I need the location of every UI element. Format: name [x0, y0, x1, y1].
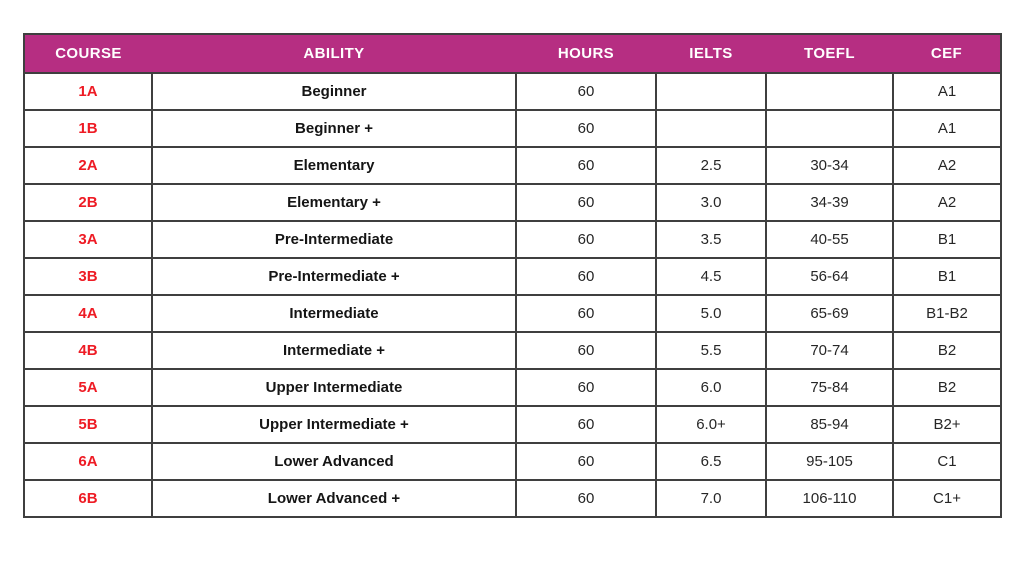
cell-toefl: 40-55 — [765, 220, 894, 259]
cell-ielts: 2.5 — [655, 146, 767, 185]
cell-course: 2A — [23, 146, 153, 185]
cell-cef: C1+ — [892, 479, 1002, 518]
cell-course: 3A — [23, 220, 153, 259]
cell-cef: B1 — [892, 220, 1002, 259]
course-levels-table: COURSE ABILITY HOURS IELTS TOEFL CEF 1A Beginn… — [23, 33, 1002, 518]
cell-ability: Lower Advanced + — [151, 479, 517, 518]
cell-hours: 60 — [515, 257, 657, 296]
cell-ielts: 5.0 — [655, 294, 767, 333]
table-row: 2B Elementary +60 3.0 34-39 A2 — [23, 183, 1002, 222]
cell-ielts: 6.0+ — [655, 405, 767, 444]
table-header-row: COURSE ABILITY HOURS IELTS TOEFL CEF — [24, 34, 1001, 74]
table-body: 1A Beginner 60 A1 1B Beginner +60 A1 2A Elementa… — [23, 72, 1002, 518]
column-header-cef: CEF — [893, 34, 1001, 74]
cell-toefl: 106-110 — [765, 479, 894, 518]
table-row: 3B Pre-Intermediate +60 4.5 56-64 B1 — [23, 257, 1002, 296]
cell-course: 4A — [23, 294, 153, 333]
cell-hours: 60 — [515, 479, 657, 518]
column-header-ability: ABILITY — [152, 34, 516, 74]
cell-toefl — [765, 72, 894, 111]
cell-ability: Upper Intermediate + — [151, 405, 517, 444]
cell-ielts: 3.5 — [655, 220, 767, 259]
cell-ielts: 5.5 — [655, 331, 767, 370]
cell-ability: Intermediate + — [151, 331, 517, 370]
cell-toefl: 65-69 — [765, 294, 894, 333]
cell-toefl: 70-74 — [765, 331, 894, 370]
cell-hours: 60 — [515, 146, 657, 185]
column-header-course: COURSE — [24, 34, 152, 74]
table-row: 4A Intermediate 60 5.0 65-69 B1-B2 — [23, 294, 1002, 333]
table-row: 4B Intermediate +60 5.5 70-74 B2 — [23, 331, 1002, 370]
cell-cef: B2 — [892, 331, 1002, 370]
cell-ability: Elementary — [151, 146, 517, 185]
cell-course: 6B — [23, 479, 153, 518]
cell-ielts: 3.0 — [655, 183, 767, 222]
cell-course: 1B — [23, 109, 153, 148]
cell-ielts: 4.5 — [655, 257, 767, 296]
cell-cef: B2+ — [892, 405, 1002, 444]
cell-cef: A1 — [892, 72, 1002, 111]
cell-toefl — [765, 109, 894, 148]
cell-toefl: 85-94 — [765, 405, 894, 444]
cell-hours: 60 — [515, 294, 657, 333]
cell-hours: 60 — [515, 183, 657, 222]
cell-cef: A1 — [892, 109, 1002, 148]
cell-ielts: 6.0 — [655, 368, 767, 407]
cell-course: 4B — [23, 331, 153, 370]
cell-ability: Elementary + — [151, 183, 517, 222]
table-row: 6B Lower Advanced +60 7.0 106-110 C1+ — [23, 479, 1002, 518]
cell-hours: 60 — [515, 405, 657, 444]
cell-ability: Pre-Intermediate + — [151, 257, 517, 296]
table-row: 2A Elementary 60 2.5 30-34 A2 — [23, 146, 1002, 185]
cell-toefl: 75-84 — [765, 368, 894, 407]
cell-course: 5B — [23, 405, 153, 444]
cell-cef: B1 — [892, 257, 1002, 296]
cell-ability: Beginner + — [151, 109, 517, 148]
column-header-hours: HOURS — [516, 34, 656, 74]
table-row: 1A Beginner 60 A1 — [23, 72, 1002, 111]
cell-hours: 60 — [515, 442, 657, 481]
cell-hours: 60 — [515, 220, 657, 259]
cell-toefl: 95-105 — [765, 442, 894, 481]
cell-hours: 60 — [515, 109, 657, 148]
table-row: 6A Lower Advanced 60 6.5 95-105 C1 — [23, 442, 1002, 481]
table-row: 5A Upper Intermediate 60 6.0 75-84 B2 — [23, 368, 1002, 407]
cell-cef: C1 — [892, 442, 1002, 481]
cell-hours: 60 — [515, 72, 657, 111]
cell-ielts: 6.5 — [655, 442, 767, 481]
cell-hours: 60 — [515, 331, 657, 370]
cell-ielts — [655, 72, 767, 111]
cell-toefl: 30-34 — [765, 146, 894, 185]
cell-ability: Upper Intermediate — [151, 368, 517, 407]
cell-course: 5A — [23, 368, 153, 407]
table-row: 5B Upper Intermediate +60 6.0+ 85-94 B2+ — [23, 405, 1002, 444]
cell-toefl: 56-64 — [765, 257, 894, 296]
cell-ielts — [655, 109, 767, 148]
table-row: 1B Beginner +60 A1 — [23, 109, 1002, 148]
column-header-ielts: IELTS — [656, 34, 766, 74]
cell-ability: Intermediate — [151, 294, 517, 333]
cell-toefl: 34-39 — [765, 183, 894, 222]
column-header-toefl: TOEFL — [766, 34, 893, 74]
cell-hours: 60 — [515, 368, 657, 407]
cell-ielts: 7.0 — [655, 479, 767, 518]
cell-cef: B2 — [892, 368, 1002, 407]
cell-course: 1A — [23, 72, 153, 111]
cell-course: 6A — [23, 442, 153, 481]
cell-cef: A2 — [892, 146, 1002, 185]
cell-ability: Pre-Intermediate — [151, 220, 517, 259]
table-row: 3A Pre-Intermediate 60 3.5 40-55 B1 — [23, 220, 1002, 259]
cell-course: 3B — [23, 257, 153, 296]
cell-ability: Beginner — [151, 72, 517, 111]
cell-ability: Lower Advanced — [151, 442, 517, 481]
cell-cef: A2 — [892, 183, 1002, 222]
cell-cef: B1-B2 — [892, 294, 1002, 333]
cell-course: 2B — [23, 183, 153, 222]
